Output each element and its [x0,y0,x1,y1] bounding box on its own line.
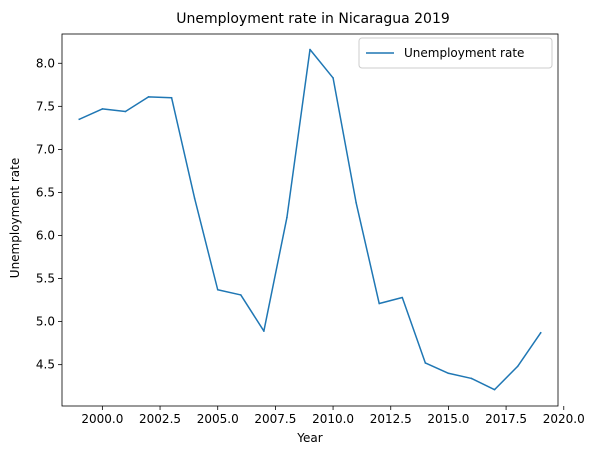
data-point [378,302,381,305]
data-point [309,48,311,51]
y-tick-label: 7.0 [36,142,55,156]
legend-box [358,37,553,69]
data-point [401,296,404,299]
chart-title: Unemployment rate in Nicaragua 2019 [176,11,450,27]
data-point [493,388,496,391]
y-tick-label: 6.5 [36,185,55,199]
legend-label: Unemployment rate [404,46,524,60]
data-point [193,197,196,200]
plot-area [61,33,559,407]
y-tick-label: 4.5 [36,358,55,372]
y-tick-label: 5.0 [36,315,55,329]
x-tick-label: 2012.5 [370,412,412,426]
y-tick-label: 6.0 [36,229,55,243]
x-tick-label: 2010.0 [312,412,354,426]
x-tick-label: 2000.0 [81,412,123,426]
data-point [286,216,288,219]
x-tick-label: 2015.0 [427,412,469,426]
x-axis-label: Year [296,431,322,445]
data-point [355,201,357,204]
y-tick-label: 7.5 [36,99,55,113]
data-point [447,372,450,375]
x-tick-label: 2002.5 [139,412,181,426]
data-point [147,96,150,98]
data-point [424,362,427,364]
data-point [170,96,173,99]
x-tick-label: 2005.0 [197,412,239,426]
x-tick-label: 2007.5 [254,412,296,426]
y-axis-label: Unemployment rate [8,158,22,278]
y-tick-label: 5.5 [36,272,55,286]
data-point [239,294,242,296]
data-point [263,330,265,332]
data-point [470,377,473,380]
x-tick-label: 2017.5 [485,412,527,426]
data-point [516,365,519,368]
x-tick-label: 2020.0 [543,412,585,426]
data-point [101,108,104,110]
y-tick-label: 8.0 [36,56,55,70]
x-axis-ticks: 2000.0 2002.5 2005.0 2007.5 2010.0 2012.5 2015… [81,406,585,426]
data-point [539,332,542,334]
data-point [124,110,127,113]
data-point [332,77,334,79]
data-point [216,288,219,291]
data-point [78,118,81,121]
legend: Unemployment rate [358,37,553,69]
y-axis-ticks: 4.5 5.0 5.5 6.0 6.5 7.0 7.5 8.0 [36,56,62,372]
axes-frame [61,33,559,407]
